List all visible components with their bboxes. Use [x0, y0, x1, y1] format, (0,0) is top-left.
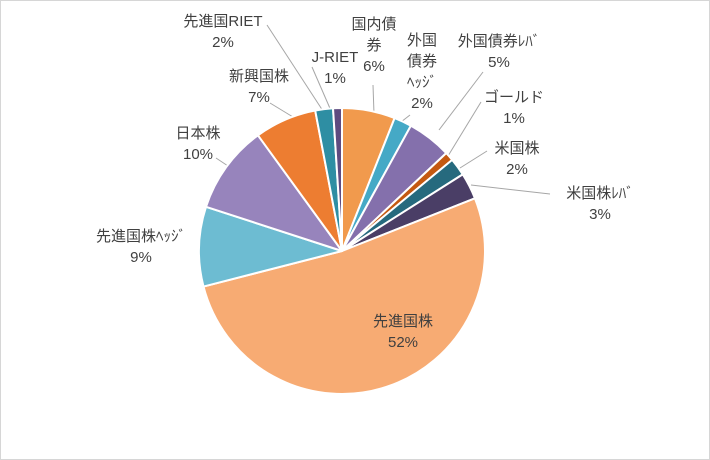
pie-slice-7[interactable] — [197, 205, 343, 288]
leader-line-3 — [447, 101, 482, 157]
pie-slice-6[interactable] — [202, 197, 486, 395]
leader-line-0 — [372, 84, 375, 115]
pie-slice-8[interactable] — [205, 134, 343, 252]
leader-line-9 — [269, 102, 294, 118]
leader-line-4 — [459, 150, 488, 169]
pie-slice-11[interactable] — [332, 106, 343, 252]
leader-line-2 — [438, 71, 484, 131]
leader-line-10 — [266, 24, 324, 112]
leader-line-5 — [470, 184, 551, 195]
leader-line-11 — [311, 66, 333, 114]
